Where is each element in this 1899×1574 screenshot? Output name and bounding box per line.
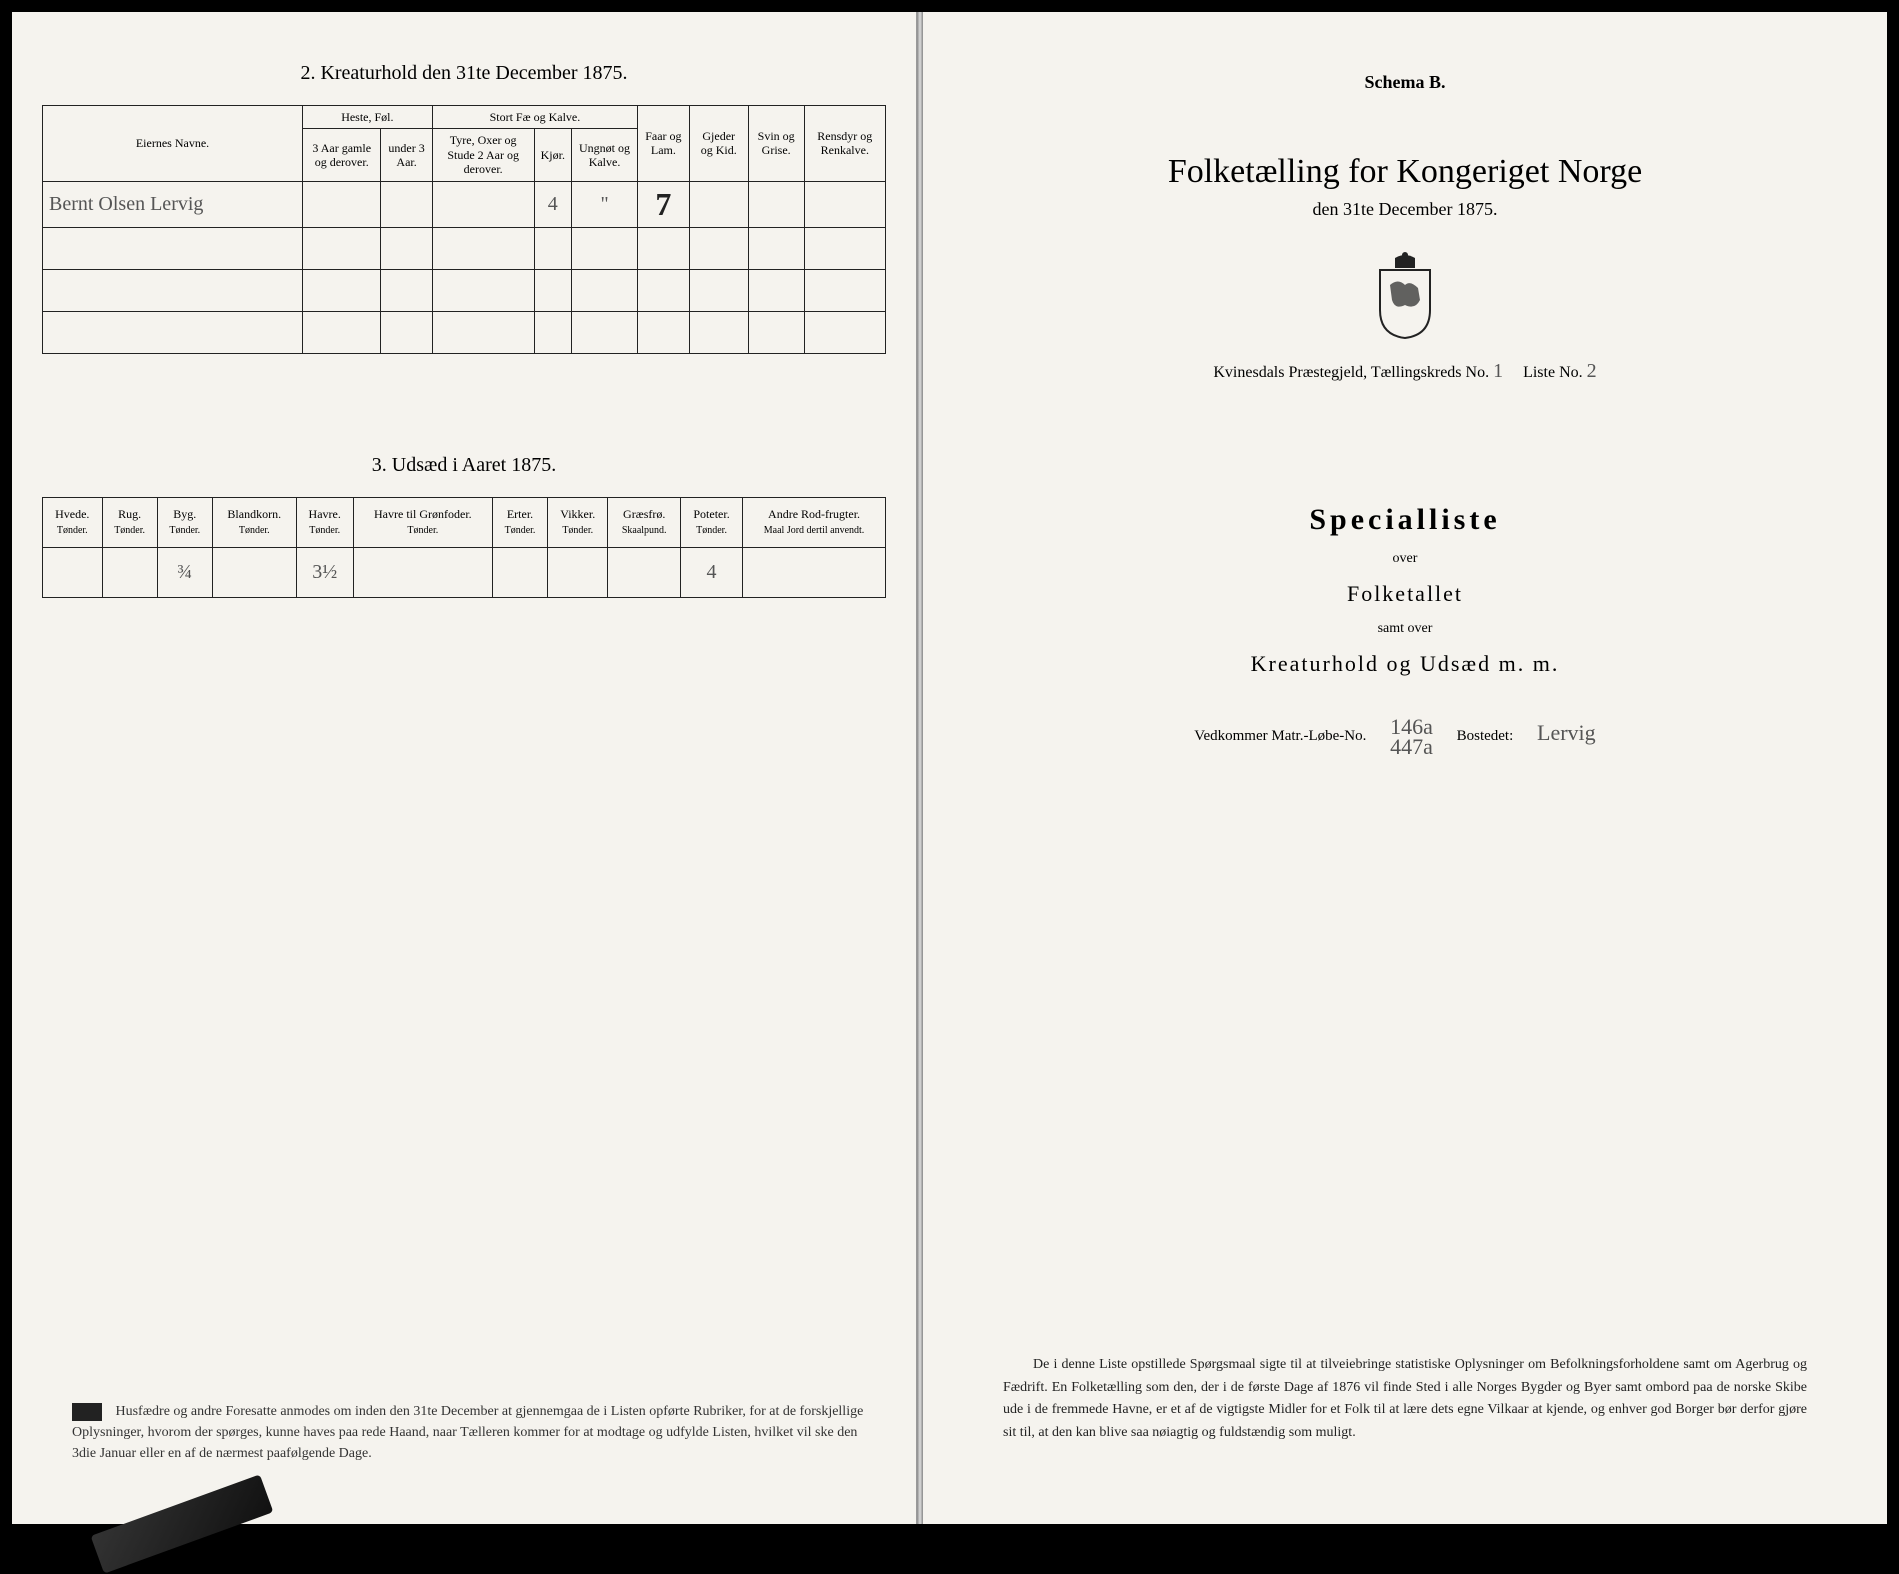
jurisdiction-prefix: Kvinesdals Præstegjeld, Tællingskreds No…: [1213, 364, 1489, 381]
bostedet: Lervig: [1537, 720, 1596, 745]
cell-graesfro: [608, 547, 681, 597]
col-rensdyr: Rensdyr og Renkalve.: [804, 106, 885, 182]
col-faar: Faar og Lam.: [638, 106, 690, 182]
table-row: [43, 269, 886, 311]
section3-title: 3. Udsæd i Aaret 1875.: [42, 454, 886, 477]
seed-header-row: Hvede.Tønder. Rug.Tønder. Byg.Tønder. Bl…: [43, 497, 886, 547]
coat-of-arms-icon: [1370, 250, 1440, 340]
bostedet-label: Bostedet:: [1457, 728, 1514, 744]
left-page: 2. Kreaturhold den 31te December 1875. E…: [12, 12, 917, 1524]
pen-overlay: [91, 1474, 274, 1573]
samt-label: samt over: [983, 621, 1827, 637]
sub-heste2: under 3 Aar.: [381, 129, 432, 181]
schema-label: Schema B.: [983, 72, 1827, 93]
col-hvede: Hvede.Tønder.: [43, 497, 103, 547]
sub-stort3: Ungnøt og Kalve.: [571, 129, 637, 181]
cell-vikker: [548, 547, 608, 597]
col-graesfro: Græsfrø.Skaalpund.: [608, 497, 681, 547]
col-havregron: Havre til Grønfoder.Tønder.: [353, 497, 492, 547]
col-rug: Rug.Tønder.: [102, 497, 157, 547]
cell-havregron: [353, 547, 492, 597]
cell: [303, 181, 381, 227]
cell-erter: [492, 547, 547, 597]
col-andre: Andre Rod-frugter.Maal Jord dertil anven…: [743, 497, 886, 547]
folketallet-label: Folketallet: [983, 581, 1827, 607]
cell: [804, 181, 885, 227]
cell-byg: ¾: [157, 547, 212, 597]
cell-rug: [102, 547, 157, 597]
grp-stort: Stort Fæ og Kalve.: [432, 106, 637, 129]
col-havre: Havre.Tønder.: [296, 497, 353, 547]
kreatur-label: Kreaturhold og Udsæd m. m.: [983, 651, 1827, 677]
cell-hvede: [43, 547, 103, 597]
livestock-table: Eiernes Navne. Heste, Føl. Stort Fæ og K…: [42, 105, 886, 354]
over-label: over: [983, 551, 1827, 567]
col-byg: Byg.Tønder.: [157, 497, 212, 547]
vedkommer-line: Vedkommer Matr.-Løbe-No. 146a 447a Boste…: [983, 717, 1827, 757]
col-gjeder: Gjeder og Kid.: [689, 106, 748, 182]
cell-bland: [212, 547, 296, 597]
col-eier: Eiernes Navne.: [43, 106, 303, 182]
table-row: [43, 227, 886, 269]
matr-no: 146a 447a: [1390, 717, 1433, 757]
right-page: Schema B. Folketælling for Kongeriget No…: [923, 12, 1887, 1524]
cell: [381, 181, 432, 227]
cell-kjor: 4: [534, 181, 571, 227]
sub-heste1: 3 Aar gamle og derover.: [303, 129, 381, 181]
table-row: Bernt Olsen Lervig 4 " 7: [43, 181, 886, 227]
sub-stort1: Tyre, Oxer og Stude 2 Aar og derover.: [432, 129, 534, 181]
col-erter: Erter.Tønder.: [492, 497, 547, 547]
liste-no: 2: [1587, 360, 1597, 382]
right-footnote: De i denne Liste opstillede Spørgsmaal s…: [1003, 1354, 1807, 1444]
cell: [748, 181, 804, 227]
footnote-text: Husfædre og andre Foresatte anmodes om i…: [72, 1404, 863, 1461]
col-poteter: Poteter.Tønder.: [681, 497, 743, 547]
kreds-no: 1: [1493, 360, 1503, 382]
liste-label: Liste No.: [1523, 364, 1583, 381]
main-title: Folketælling for Kongeriget Norge: [983, 153, 1827, 191]
specialliste-title: Specialliste: [983, 503, 1827, 537]
cell-havre: 3½: [296, 547, 353, 597]
cell-andre: [743, 547, 886, 597]
cell: [689, 181, 748, 227]
cell-poteter: 4: [681, 547, 743, 597]
cell: [432, 181, 534, 227]
seed-table: Hvede.Tønder. Rug.Tønder. Byg.Tønder. Bl…: [42, 497, 886, 598]
cell-name: Bernt Olsen Lervig: [43, 181, 303, 227]
vedkommer-label: Vedkommer Matr.-Løbe-No.: [1194, 728, 1366, 744]
sub-title: den 31te December 1875.: [983, 199, 1827, 220]
left-footnote: Husfædre og andre Foresatte anmodes om i…: [72, 1401, 876, 1464]
section2-title: 2. Kreaturhold den 31te December 1875.: [42, 62, 886, 85]
col-vikker: Vikker.Tønder.: [548, 497, 608, 547]
sub-stort2: Kjør.: [534, 129, 571, 181]
col-bland: Blandkorn.Tønder.: [212, 497, 296, 547]
book-spread: 2. Kreaturhold den 31te December 1875. E…: [12, 12, 1887, 1524]
col-svin: Svin og Grise.: [748, 106, 804, 182]
table-row: [43, 311, 886, 353]
jurisdiction-line: Kvinesdals Præstegjeld, Tællingskreds No…: [983, 360, 1827, 383]
grp-heste: Heste, Føl.: [303, 106, 433, 129]
cell-ungnot: ": [571, 181, 637, 227]
pointer-icon: [72, 1403, 102, 1421]
cell-faar: 7: [638, 181, 690, 227]
seed-data-row: ¾ 3½ 4: [43, 547, 886, 597]
